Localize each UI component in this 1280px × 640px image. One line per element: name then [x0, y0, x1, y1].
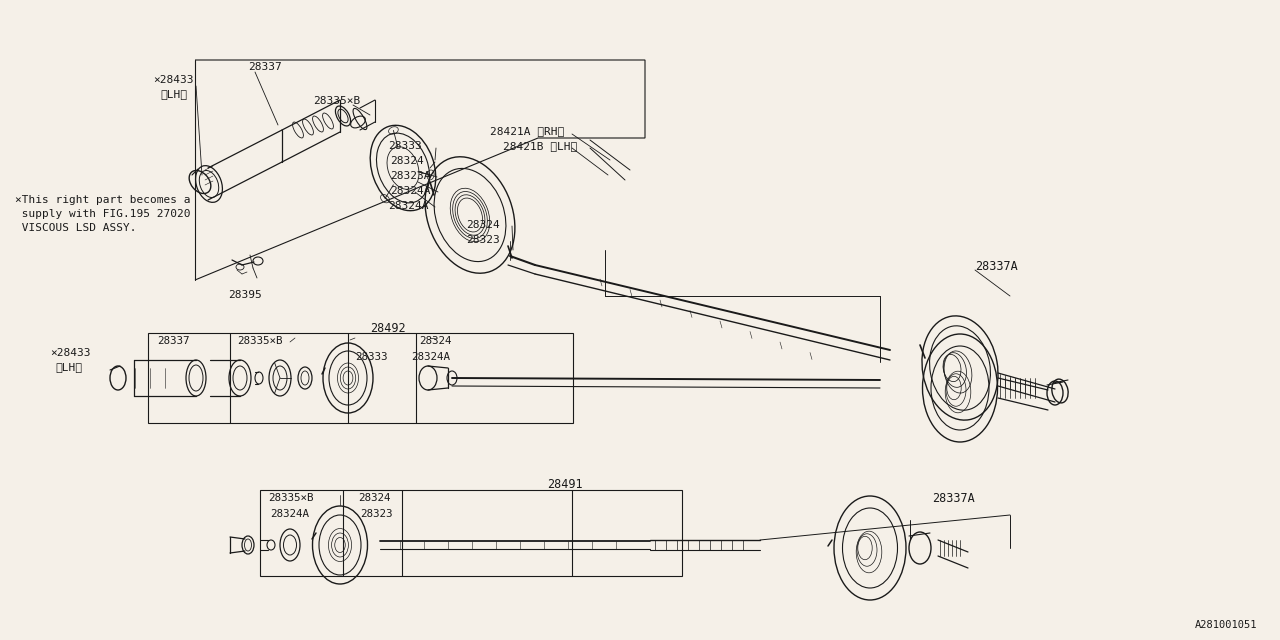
Text: 28324: 28324 [466, 220, 499, 230]
Text: 28337: 28337 [248, 62, 282, 72]
Bar [148, 333, 573, 423]
Text: 28324: 28324 [390, 156, 424, 166]
Text: 28337A: 28337A [975, 260, 1018, 273]
Text: 28324: 28324 [358, 493, 390, 503]
Text: 28421A 〈RH〉: 28421A 〈RH〉 [490, 126, 564, 136]
Text: 28324A: 28324A [390, 186, 430, 196]
Text: 28323: 28323 [360, 509, 393, 519]
Text: 28323: 28323 [466, 235, 499, 245]
Text: 28335×B: 28335×B [268, 493, 314, 503]
Text: ×This right part becomes a: ×This right part becomes a [15, 195, 191, 205]
Text: 28335×B: 28335×B [237, 336, 283, 346]
Text: 28395: 28395 [228, 290, 261, 300]
Text: 28333: 28333 [355, 352, 388, 362]
Text: ×28433: ×28433 [154, 75, 193, 85]
Text: 28324A: 28324A [411, 352, 451, 362]
Text: 28421B 〈LH〉: 28421B 〈LH〉 [503, 141, 577, 151]
Text: 28324: 28324 [419, 336, 452, 346]
Bar [260, 490, 682, 576]
Text: 28333: 28333 [388, 141, 421, 151]
Text: 28492: 28492 [370, 322, 406, 335]
Text: 〈LH〉: 〈LH〉 [55, 362, 82, 372]
Text: 28324A: 28324A [388, 201, 429, 211]
Text: 28337A: 28337A [932, 492, 975, 505]
Text: ×28433: ×28433 [50, 348, 91, 358]
Text: 28491: 28491 [547, 478, 582, 491]
Text: 28337: 28337 [157, 336, 189, 346]
Text: 〈LH〉: 〈LH〉 [160, 89, 187, 99]
Text: 28335×B: 28335×B [314, 96, 360, 106]
Text: VISCOUS LSD ASSY.: VISCOUS LSD ASSY. [15, 223, 137, 233]
Text: 28323A: 28323A [390, 171, 430, 181]
Text: supply with FIG.195 27020: supply with FIG.195 27020 [15, 209, 191, 219]
Text: 28324A: 28324A [270, 509, 308, 519]
Text: A281001051: A281001051 [1194, 620, 1257, 630]
